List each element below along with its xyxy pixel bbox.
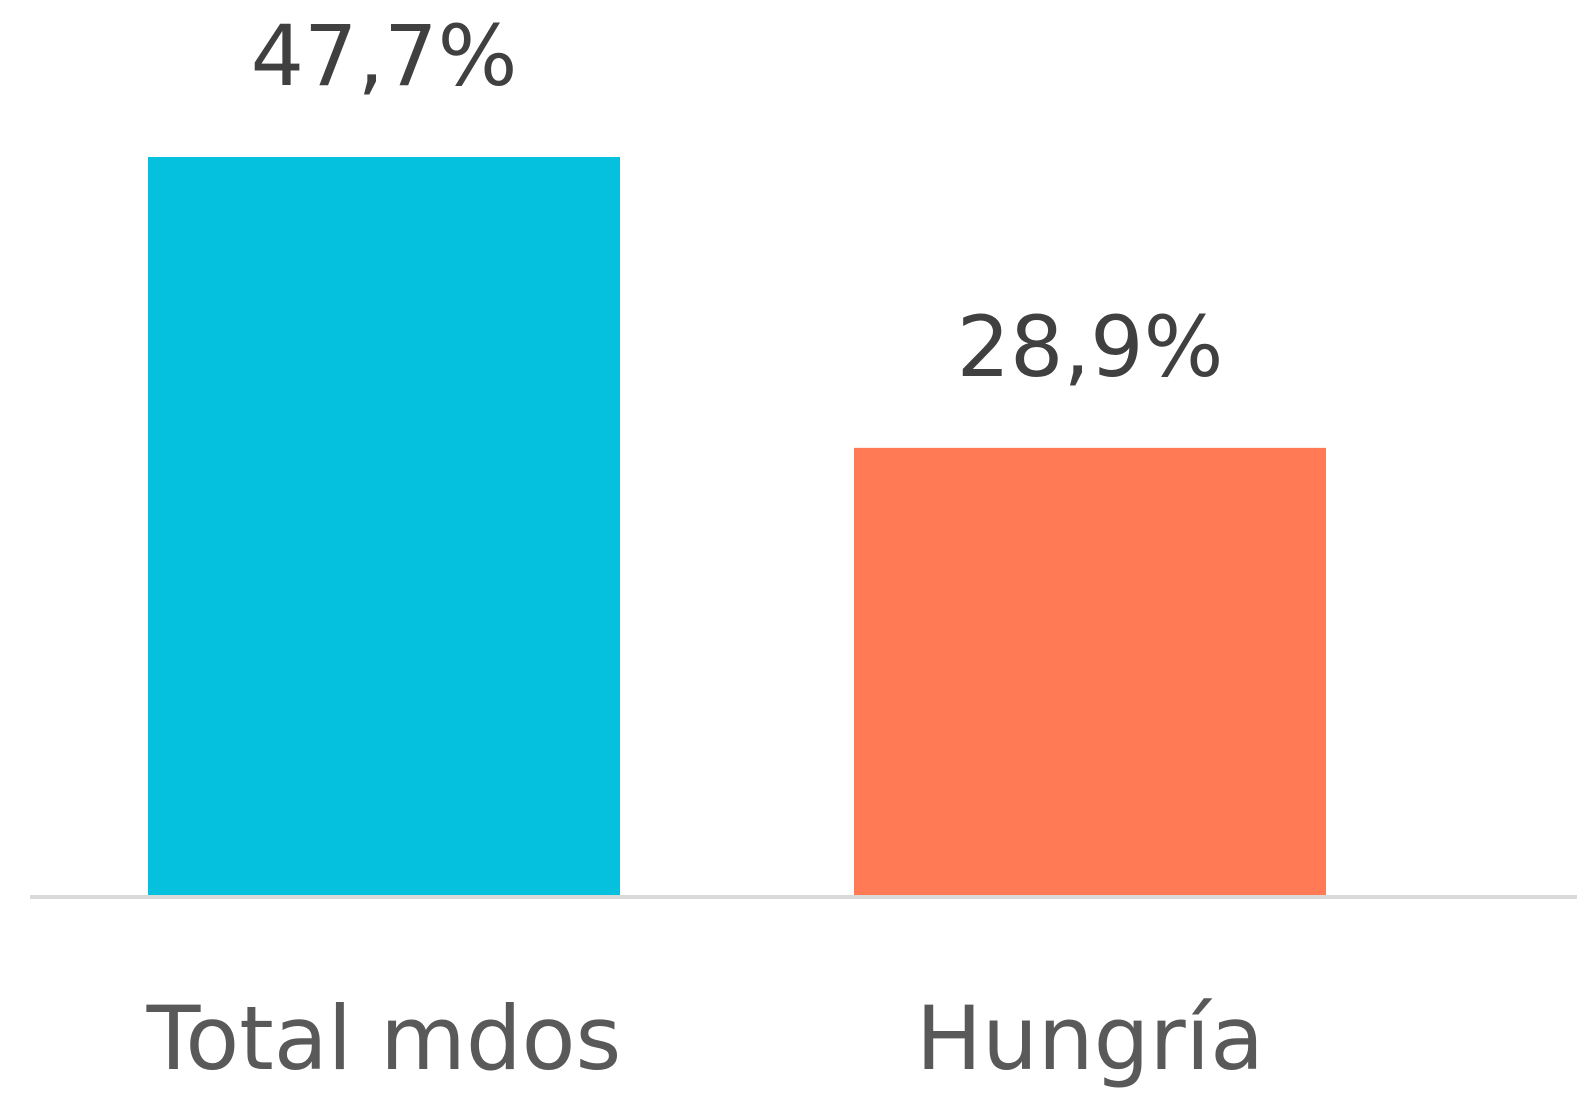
category-label: Total mdos xyxy=(146,987,622,1090)
value-label: 47,7% xyxy=(251,7,518,105)
bar xyxy=(854,447,1326,895)
bar xyxy=(148,157,620,895)
category-label: Hungría xyxy=(916,987,1264,1090)
value-label: 28,9% xyxy=(957,298,1224,396)
